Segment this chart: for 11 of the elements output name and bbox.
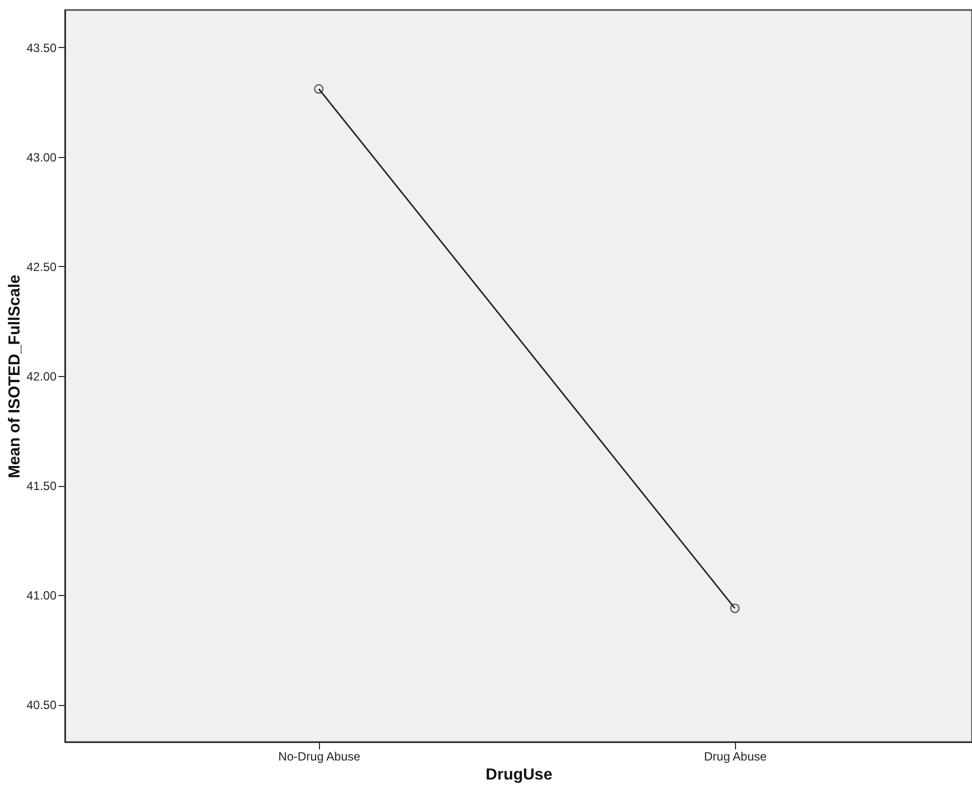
x-tick-label: No-Drug Abuse — [278, 750, 361, 764]
y-tick-label: 40.50 — [26, 698, 57, 712]
x-tick-label: Drug Abuse — [704, 750, 768, 764]
y-axis-title: Mean of ISOTED_FullScale — [6, 274, 24, 478]
x-axis-title: DrugUse — [486, 766, 552, 784]
y-tick-label: 42.00 — [26, 370, 57, 384]
y-tick-label: 43.00 — [26, 150, 57, 164]
y-tick-label: 43.50 — [26, 40, 57, 55]
y-tick-label: 41.50 — [26, 479, 57, 494]
y-tick-label: 41.00 — [26, 588, 57, 603]
y-tick-label: 42.50 — [26, 260, 57, 274]
